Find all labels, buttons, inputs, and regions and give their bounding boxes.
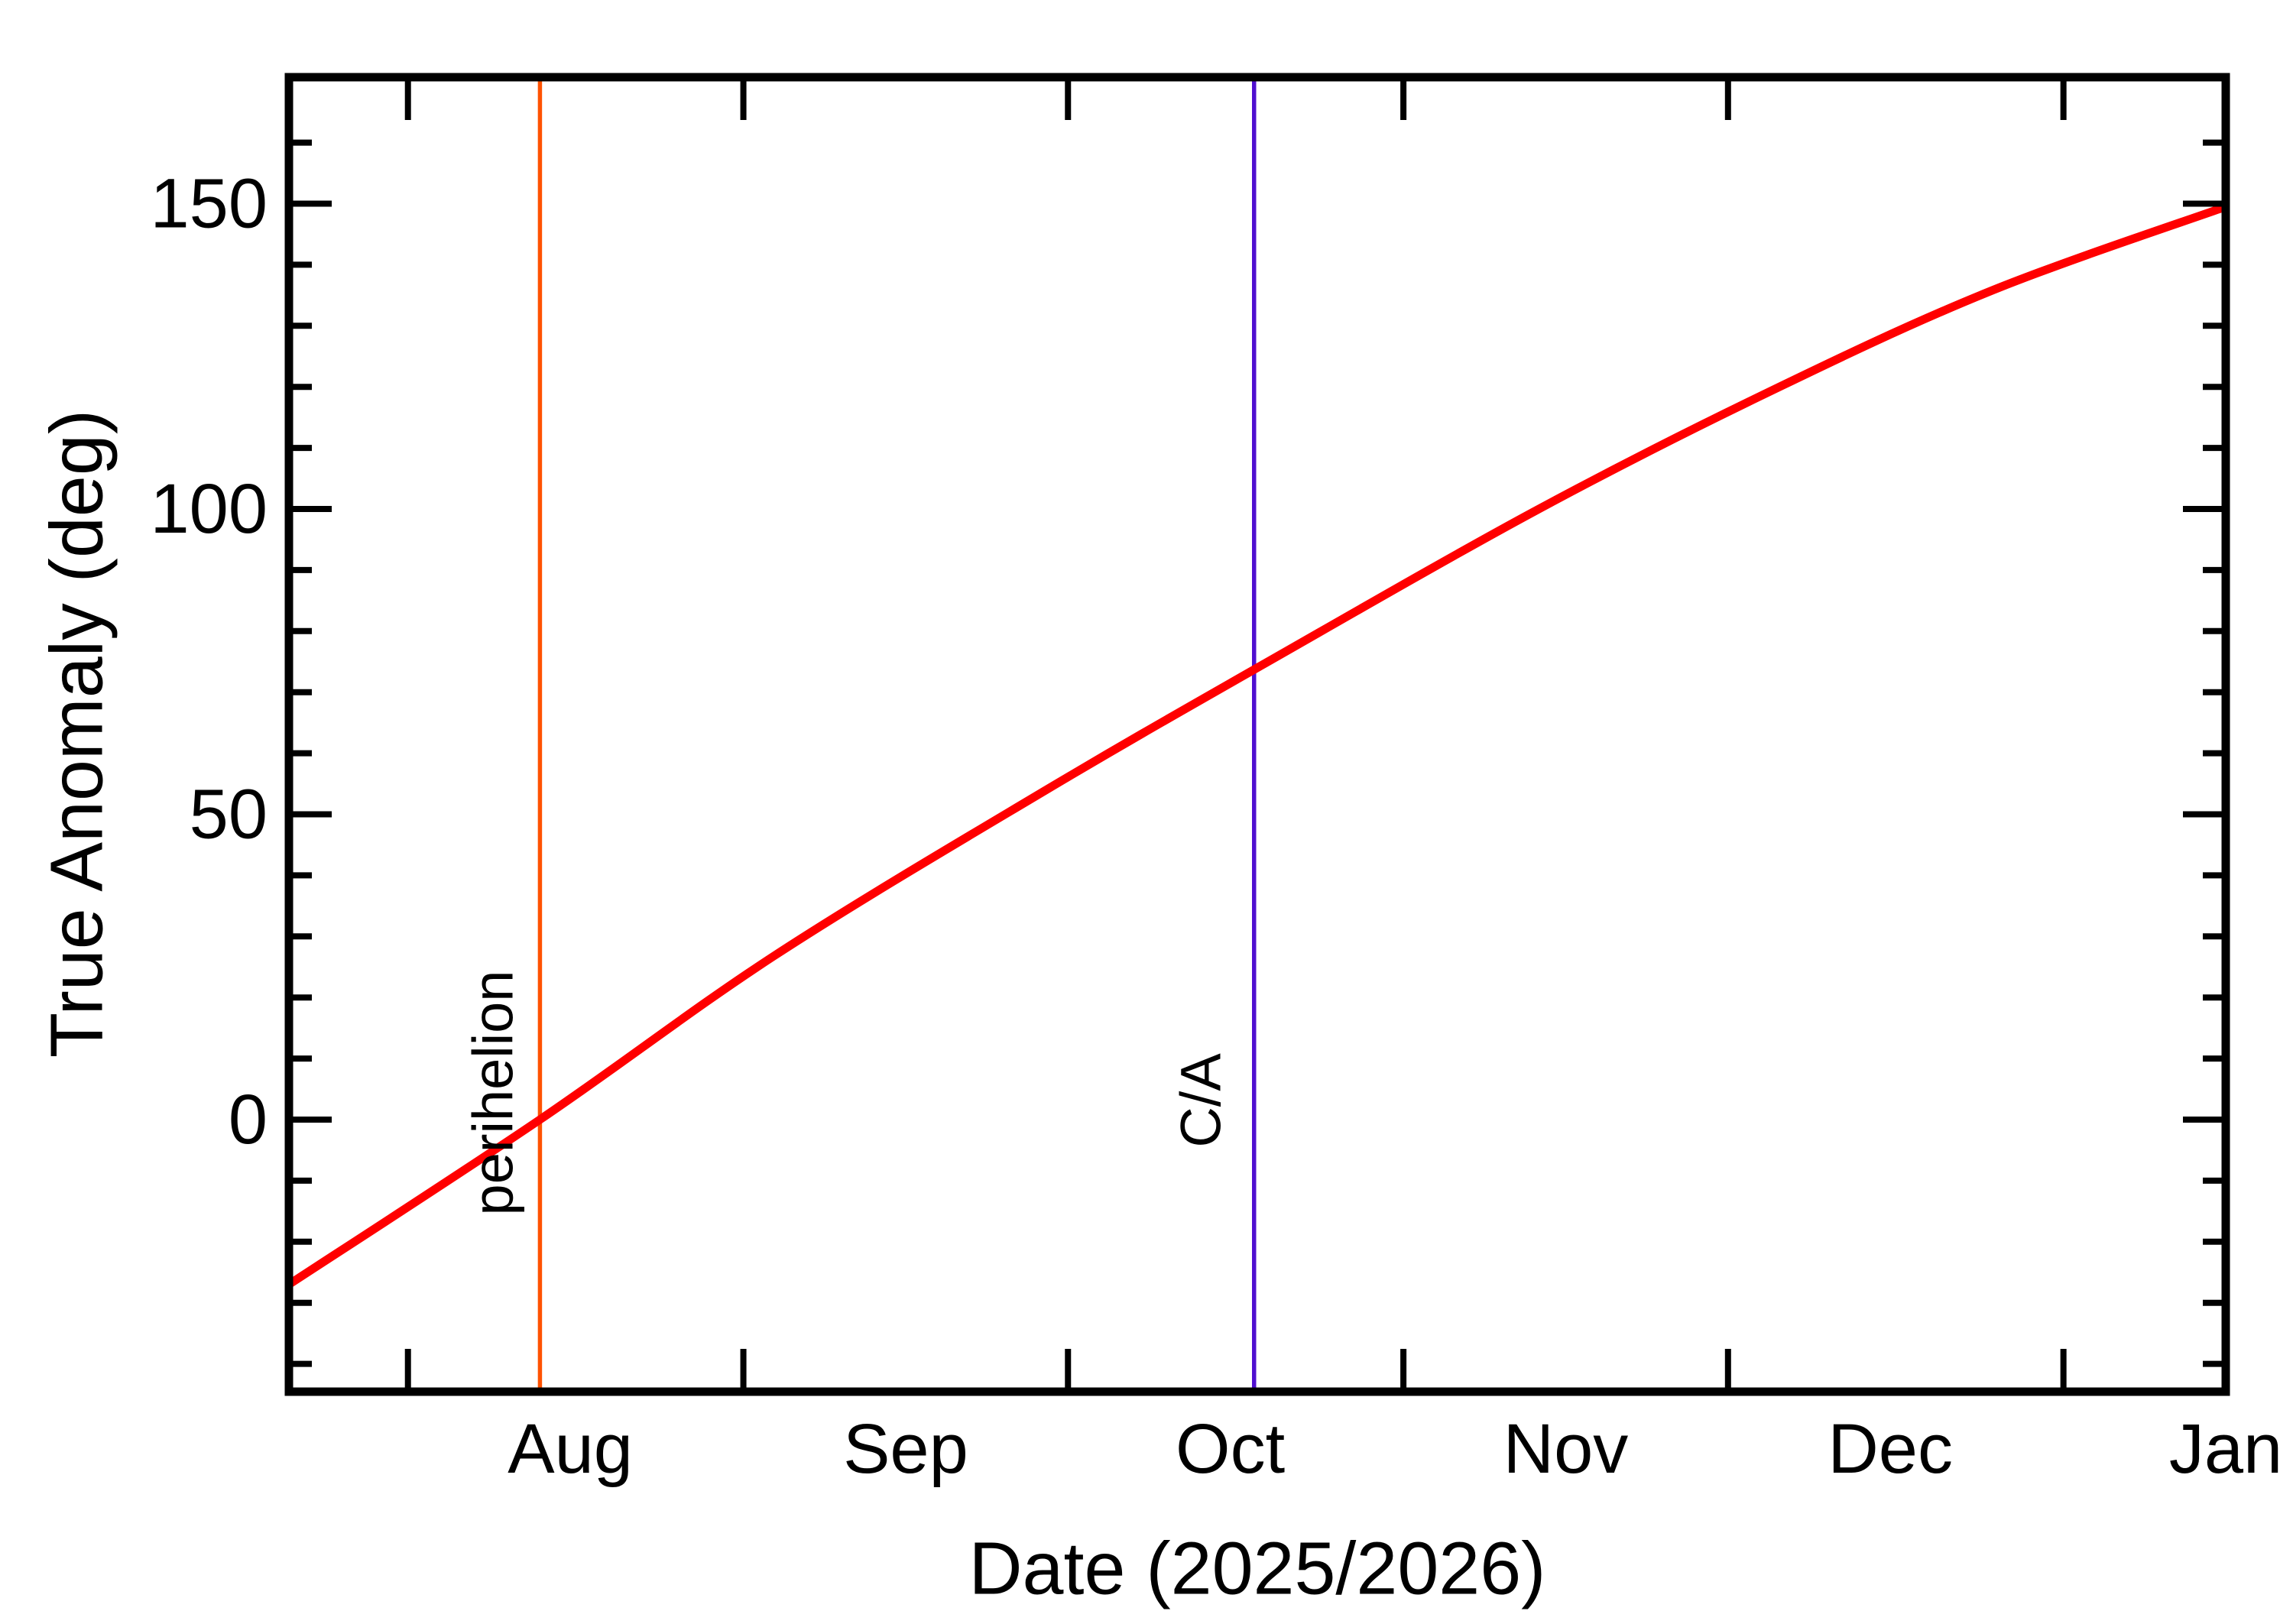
perihelion-label: perihelion [462,971,525,1216]
x-axis-title: Date (2025/2026) [969,1527,1546,1610]
axis-tick-labels: Aug Sep Oct Nov Dec Jan 0 50 100 150 [151,165,2283,1489]
y-tick-label: 50 [190,776,268,854]
x-tick-label: Jan [2169,1410,2282,1488]
axis-ticks [289,77,2226,1392]
x-tick-label: Dec [1828,1410,1953,1488]
close-approach-label: C/A [1169,1053,1233,1148]
x-tick-label: Nov [1503,1410,1629,1488]
y-axis-title: True Anomaly (deg) [35,410,118,1058]
annotation-lines [537,77,1257,1392]
plot-frame [284,73,2230,1396]
x-tick-label: Oct [1176,1410,1285,1488]
y-tick-label: 150 [151,165,268,243]
x-tick-label: Sep [843,1410,968,1488]
true-anomaly-curve [284,203,2230,1289]
y-tick-label: 0 [229,1081,268,1159]
x-tick-label: Aug [508,1410,633,1488]
y-tick-label: 100 [151,470,268,548]
